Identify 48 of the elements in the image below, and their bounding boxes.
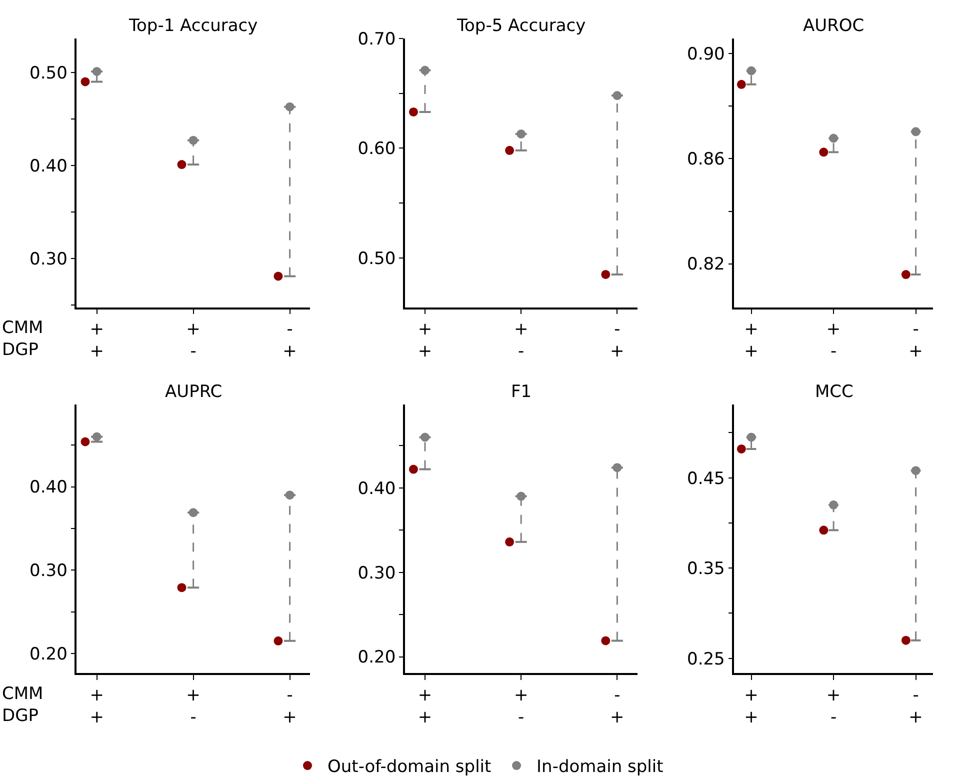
legend-label: In-domain split bbox=[536, 757, 664, 778]
x-tick-label: + + bbox=[418, 685, 432, 728]
x-tick-label: - + bbox=[908, 320, 923, 362]
x-tick-label: + + bbox=[744, 320, 758, 362]
chart-title: Top-1 Accuracy bbox=[128, 16, 258, 36]
y-tick-label: 0.40 bbox=[358, 478, 396, 499]
y-tick-label: 0.70 bbox=[358, 29, 396, 50]
chart-title: Top-5 Accuracy bbox=[456, 16, 586, 36]
x-tick-label: + + bbox=[418, 320, 432, 362]
legend-label: Out-of-domain split bbox=[328, 757, 492, 778]
x-tick-label: - + bbox=[610, 320, 624, 362]
x-tick-label: + - bbox=[186, 320, 200, 362]
y-tick-label: 0.20 bbox=[358, 648, 396, 668]
x-tick-label: - + bbox=[282, 685, 297, 728]
x-tick-label: + + bbox=[90, 320, 104, 362]
x-tick-label: + + bbox=[744, 685, 758, 728]
text: CMM bbox=[2, 318, 44, 338]
y-tick-label: 0.20 bbox=[30, 644, 68, 664]
x-tick-label: + + bbox=[90, 685, 104, 728]
chart-title: AUPRC bbox=[165, 382, 222, 402]
x-tick-label: + - bbox=[826, 685, 841, 728]
y-tick-label: 0.60 bbox=[358, 139, 396, 160]
chart-title: F1 bbox=[511, 382, 532, 402]
y-tick-label: 0.30 bbox=[30, 561, 68, 582]
x-tick-label: + - bbox=[514, 320, 528, 362]
text: CMM bbox=[2, 684, 44, 704]
y-tick-label: 0.35 bbox=[687, 559, 725, 580]
x-tick-label: - + bbox=[610, 685, 624, 728]
x-tick-label: + - bbox=[826, 320, 841, 362]
y-tick-label: 0.40 bbox=[30, 156, 68, 176]
x-tick-label: - + bbox=[282, 320, 297, 362]
y-tick-label: 0.45 bbox=[687, 468, 725, 489]
y-tick-label: 0.86 bbox=[687, 150, 725, 170]
y-tick-label: 0.82 bbox=[687, 254, 725, 275]
y-tick-label: 0.40 bbox=[30, 478, 68, 498]
y-tick-label: 0.50 bbox=[358, 248, 396, 269]
chart-title: MCC bbox=[815, 382, 854, 402]
y-tick-label: 0.30 bbox=[358, 563, 396, 584]
text: DGP bbox=[2, 340, 39, 360]
text: DGP bbox=[2, 706, 39, 726]
x-tick-label: + - bbox=[514, 685, 528, 728]
x-tick-label: + - bbox=[186, 685, 200, 728]
y-tick-label: 0.25 bbox=[687, 649, 725, 670]
chart-title: AUROC bbox=[803, 16, 864, 36]
y-tick-label: 0.50 bbox=[30, 63, 68, 84]
y-tick-label: 0.30 bbox=[30, 249, 68, 270]
x-tick-label: - + bbox=[908, 685, 923, 728]
y-tick-label: 0.90 bbox=[687, 44, 725, 65]
